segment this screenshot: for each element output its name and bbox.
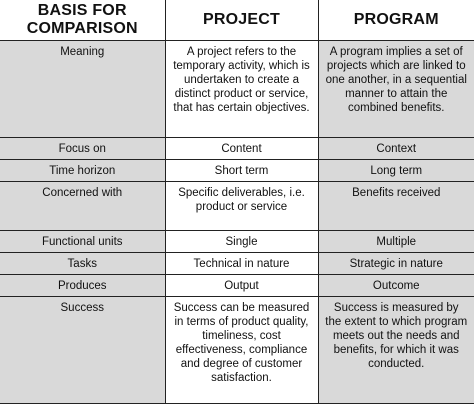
table-row: Concerned with Specific deliverables, i.… bbox=[0, 181, 474, 231]
program-cell: Multiple bbox=[318, 230, 474, 253]
basis-cell: Concerned with bbox=[0, 181, 165, 231]
program-cell: Context bbox=[318, 137, 474, 160]
basis-cell: Produces bbox=[0, 274, 165, 297]
basis-cell: Tasks bbox=[0, 252, 165, 275]
basis-cell: Meaning bbox=[0, 40, 165, 138]
project-cell: Output bbox=[164, 274, 319, 297]
header-basis: BASIS FOR COMPARISON bbox=[0, 0, 165, 41]
program-cell: A program implies a set of projects whic… bbox=[318, 40, 474, 138]
table-row: Focus on Content Context bbox=[0, 137, 474, 160]
table-row: Tasks Technical in nature Strategic in n… bbox=[0, 252, 474, 275]
table-row: Produces Output Outcome bbox=[0, 274, 474, 297]
table-row: Success Success can be measured in terms… bbox=[0, 296, 474, 404]
basis-cell: Functional units bbox=[0, 230, 165, 253]
project-cell: Single bbox=[164, 230, 319, 253]
program-cell: Success is measured by the extent to whi… bbox=[318, 296, 474, 404]
project-cell: Technical in nature bbox=[164, 252, 319, 275]
table-row: Functional units Single Multiple bbox=[0, 230, 474, 253]
project-cell: A project refers to the temporary activi… bbox=[164, 40, 319, 138]
program-cell: Outcome bbox=[318, 274, 474, 297]
table-row: Meaning A project refers to the temporar… bbox=[0, 40, 474, 138]
project-cell: Specific deliverables, i.e. product or s… bbox=[164, 181, 319, 231]
program-cell: Long term bbox=[318, 159, 474, 182]
table-header-row: BASIS FOR COMPARISON PROJECT PROGRAM bbox=[0, 0, 474, 41]
project-cell: Content bbox=[164, 137, 319, 160]
program-cell: Benefits received bbox=[318, 181, 474, 231]
header-project: PROJECT bbox=[164, 0, 319, 41]
basis-cell: Focus on bbox=[0, 137, 165, 160]
basis-cell: Success bbox=[0, 296, 165, 404]
project-cell: Short term bbox=[164, 159, 319, 182]
basis-cell: Time horizon bbox=[0, 159, 165, 182]
header-program: PROGRAM bbox=[318, 0, 474, 41]
program-cell: Strategic in nature bbox=[318, 252, 474, 275]
project-cell: Success can be measured in terms of prod… bbox=[164, 296, 319, 404]
table-row: Time horizon Short term Long term bbox=[0, 159, 474, 182]
